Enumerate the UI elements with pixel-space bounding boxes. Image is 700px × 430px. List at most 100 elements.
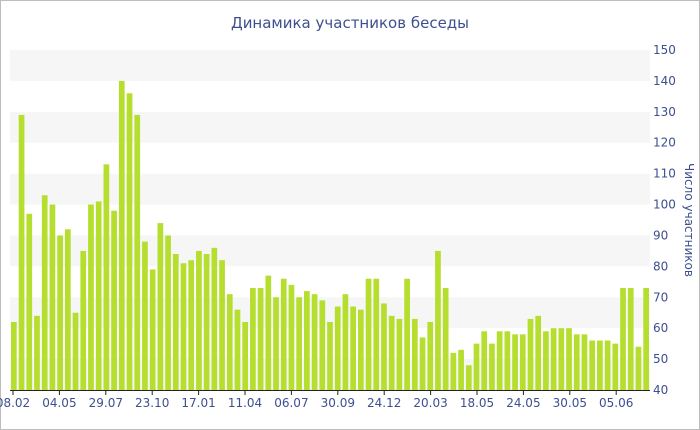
bar <box>643 288 649 390</box>
x-tick-label: 20.03 <box>413 396 447 410</box>
y-axis-label: Число участников <box>682 163 696 277</box>
bar <box>581 334 588 390</box>
bar <box>404 278 410 390</box>
y-tick-label: 60 <box>653 321 668 335</box>
bar <box>57 235 63 390</box>
bar <box>350 306 356 390</box>
x-tick-label: 30.05 <box>553 396 587 410</box>
bar <box>519 334 526 390</box>
y-tick-label: 140 <box>653 74 676 88</box>
bar <box>442 288 449 390</box>
bar <box>242 322 249 390</box>
bar <box>250 288 256 390</box>
bar <box>273 297 279 390</box>
bar <box>72 312 79 390</box>
bar <box>388 315 395 390</box>
bar <box>64 229 71 390</box>
bar <box>419 337 426 390</box>
bar <box>80 250 87 390</box>
bar <box>111 210 117 390</box>
x-tick-label: 04.05 <box>42 396 76 410</box>
bar <box>203 254 210 390</box>
bar <box>573 334 580 390</box>
bar <box>489 343 495 390</box>
bar <box>34 315 40 390</box>
grid-band <box>10 50 650 81</box>
y-tick-label: 130 <box>653 105 676 119</box>
bar <box>296 297 303 390</box>
bar <box>458 349 464 390</box>
bar <box>41 195 48 390</box>
bar <box>327 322 333 390</box>
bar <box>504 331 511 390</box>
bar <box>157 223 164 390</box>
x-tick-label: 08.02 <box>0 396 30 410</box>
bar <box>11 322 17 390</box>
y-tick-label: 40 <box>653 383 668 397</box>
y-tick-label: 80 <box>653 259 668 273</box>
bar <box>589 340 596 390</box>
bar <box>304 291 310 390</box>
bar <box>620 288 626 390</box>
bar <box>211 247 218 390</box>
grid-band <box>10 111 650 143</box>
bar <box>142 241 148 390</box>
x-tick-label: 05.06 <box>599 396 633 410</box>
bar <box>134 114 141 390</box>
bar <box>165 235 171 390</box>
bar <box>149 269 156 390</box>
bar <box>465 365 472 390</box>
x-tick-label: 18.05 <box>460 396 494 410</box>
bar <box>612 343 619 390</box>
bar <box>26 213 33 390</box>
bar <box>450 352 457 390</box>
bar <box>280 278 287 390</box>
y-tick-label: 120 <box>653 136 676 150</box>
bar <box>566 328 572 390</box>
bar <box>427 322 434 390</box>
y-tick-label: 100 <box>653 198 676 212</box>
x-tick-label: 17.01 <box>181 396 215 410</box>
x-tick-label: 23.10 <box>135 396 169 410</box>
bar <box>373 278 380 390</box>
bar <box>188 260 195 390</box>
bar <box>311 294 318 390</box>
bar <box>597 340 603 390</box>
bar <box>527 318 534 390</box>
bars <box>11 80 649 391</box>
bar <box>481 331 488 390</box>
bar <box>604 340 611 390</box>
bar <box>95 201 102 390</box>
bar <box>535 315 542 390</box>
bar <box>196 250 202 390</box>
bar <box>396 318 403 390</box>
bar <box>88 204 94 390</box>
bar <box>627 288 634 390</box>
chart-title: Динамика участников беседы <box>231 14 469 32</box>
bar <box>118 80 125 390</box>
bar <box>172 254 179 390</box>
bar <box>288 284 295 390</box>
x-tick-label: 24.12 <box>367 396 401 410</box>
bar <box>473 343 480 390</box>
bar <box>334 306 341 390</box>
bar <box>512 334 518 390</box>
x-axis-ticks: 08.02 04.05 29.07 23.10 17.01 11.04 06.07 30.09… <box>0 390 633 410</box>
bar <box>365 278 372 390</box>
bar <box>635 346 642 390</box>
bar <box>435 250 441 390</box>
bar <box>219 260 225 390</box>
bar <box>496 331 503 390</box>
bar <box>357 309 364 390</box>
bar <box>265 275 272 390</box>
bar <box>49 204 56 390</box>
bar <box>550 328 557 390</box>
bar <box>411 318 418 390</box>
y-tick-label: 50 <box>653 352 668 366</box>
grid-band <box>10 173 650 205</box>
y-tick-label: 70 <box>653 290 668 304</box>
bar <box>543 331 549 390</box>
x-tick-label: 24.05 <box>506 396 540 410</box>
bar <box>180 263 187 390</box>
